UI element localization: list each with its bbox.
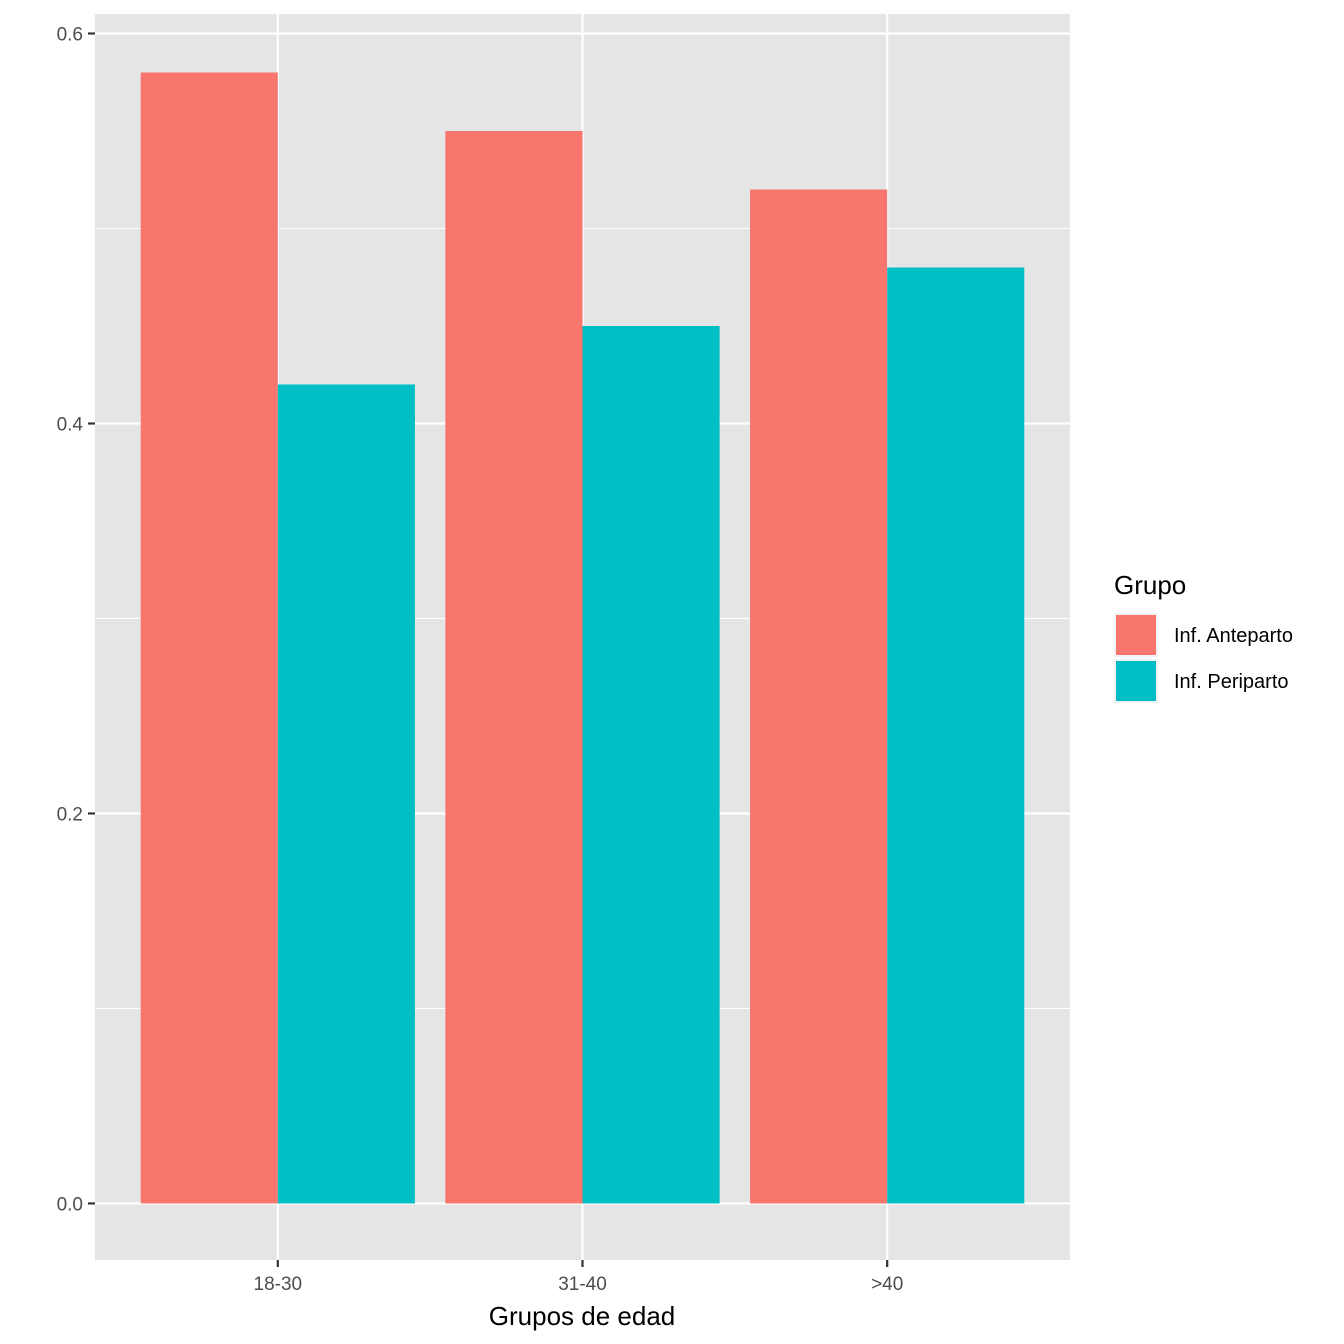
x-tick-label: 18-30 xyxy=(254,1274,303,1295)
legend-key-swatch xyxy=(1116,661,1156,701)
y-axis: 0.0 0.2 0.4 0.6 xyxy=(57,24,95,1215)
legend-item-label: Inf. Anteparto xyxy=(1174,625,1293,647)
x-tick-label: >40 xyxy=(871,1274,903,1295)
y-tick-label: 0.6 xyxy=(57,24,83,45)
y-tick-label: 0.0 xyxy=(57,1194,83,1215)
bars-group xyxy=(140,72,1025,1204)
legend-key-swatch xyxy=(1116,615,1156,655)
bar-anteparto xyxy=(445,130,583,1204)
bar-anteparto xyxy=(140,72,278,1204)
bar-periparto xyxy=(277,384,415,1204)
x-axis-title: Grupos de edad xyxy=(489,1301,675,1331)
bar-anteparto xyxy=(750,189,888,1204)
x-axis: 18-30 31-40 >40 xyxy=(254,1260,903,1295)
y-tick-label: 0.4 xyxy=(57,414,84,435)
x-tick-label: 31-40 xyxy=(558,1274,607,1295)
legend: Grupo Inf. Anteparto Inf. Periparto xyxy=(1114,570,1293,703)
legend-item-label: Inf. Periparto xyxy=(1174,671,1289,693)
y-tick-label: 0.2 xyxy=(57,804,83,825)
bar-periparto xyxy=(582,325,720,1204)
legend-title: Grupo xyxy=(1114,570,1186,600)
bar-periparto xyxy=(887,267,1025,1204)
